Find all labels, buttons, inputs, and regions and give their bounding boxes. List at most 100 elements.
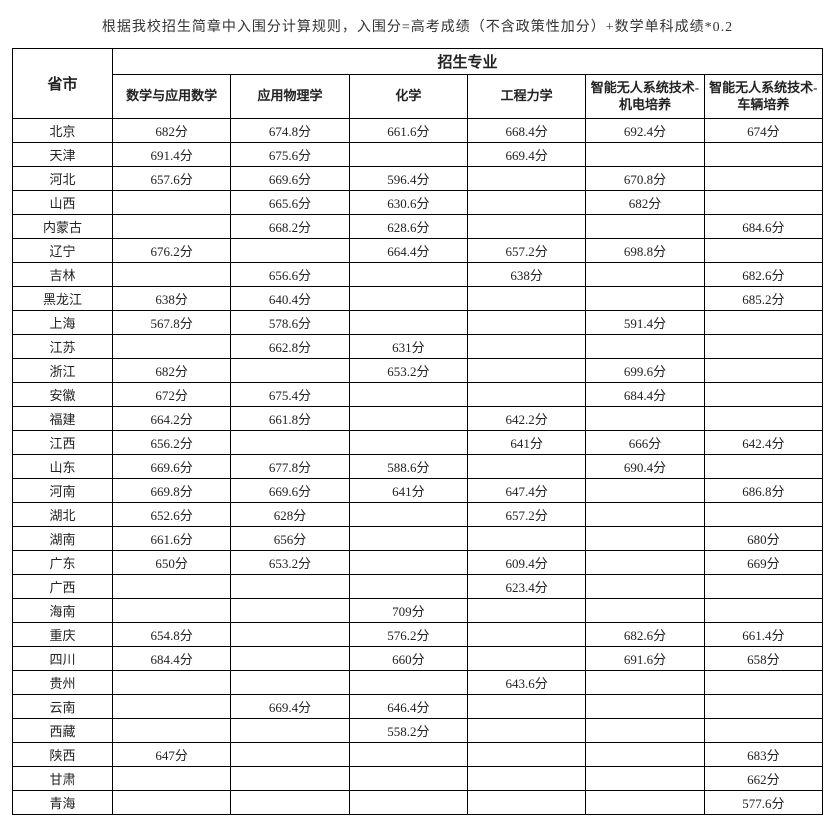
province-cell: 广东 <box>13 551 113 575</box>
score-cell <box>231 431 349 455</box>
province-cell: 北京 <box>13 119 113 143</box>
score-cell: 675.4分 <box>231 383 349 407</box>
province-cell: 安徽 <box>13 383 113 407</box>
score-cell: 646.4分 <box>349 695 467 719</box>
score-cell: 662.8分 <box>231 335 349 359</box>
table-row: 湖南661.6分656分680分 <box>13 527 823 551</box>
score-cell: 669.4分 <box>467 143 585 167</box>
score-cell <box>586 791 704 815</box>
score-cell <box>231 767 349 791</box>
score-cell: 684.4分 <box>113 647 231 671</box>
table-row: 浙江682分653.2分699.6分 <box>13 359 823 383</box>
score-cell: 654.8分 <box>113 623 231 647</box>
score-cell <box>467 167 585 191</box>
score-cell: 653.2分 <box>349 359 467 383</box>
score-cell: 676.2分 <box>113 239 231 263</box>
score-cell: 628.6分 <box>349 215 467 239</box>
score-cell: 661.6分 <box>349 119 467 143</box>
score-cell: 638分 <box>113 287 231 311</box>
table-row: 云南669.4分646.4分 <box>13 695 823 719</box>
score-cell: 682.6分 <box>586 623 704 647</box>
score-cell: 657.2分 <box>467 239 585 263</box>
table-row: 西藏558.2分 <box>13 719 823 743</box>
province-cell: 江苏 <box>13 335 113 359</box>
score-cell: 577.6分 <box>704 791 822 815</box>
table-row: 湖北652.6分628分657.2分 <box>13 503 823 527</box>
score-cell <box>231 671 349 695</box>
province-cell: 青海 <box>13 791 113 815</box>
score-cell <box>467 599 585 623</box>
score-cell: 662分 <box>704 767 822 791</box>
score-cell: 591.4分 <box>586 311 704 335</box>
score-cell: 558.2分 <box>349 719 467 743</box>
score-cell <box>349 575 467 599</box>
score-cell: 682分 <box>113 119 231 143</box>
province-cell: 江西 <box>13 431 113 455</box>
table-row: 海南709分 <box>13 599 823 623</box>
score-cell <box>467 743 585 767</box>
score-cell <box>113 263 231 287</box>
score-cell: 643.6分 <box>467 671 585 695</box>
table-row: 江西656.2分641分666分642.4分 <box>13 431 823 455</box>
score-cell <box>704 191 822 215</box>
score-cell <box>586 671 704 695</box>
score-cell <box>113 191 231 215</box>
score-cell: 641分 <box>467 431 585 455</box>
score-cell: 623.4分 <box>467 575 585 599</box>
score-cell: 668.2分 <box>231 215 349 239</box>
score-cell <box>704 383 822 407</box>
score-cell: 670.8分 <box>586 167 704 191</box>
score-cell: 691.4分 <box>113 143 231 167</box>
table-row: 安徽672分675.4分684.4分 <box>13 383 823 407</box>
score-cell <box>586 335 704 359</box>
score-cell: 686.8分 <box>704 479 822 503</box>
score-cell: 685.2分 <box>704 287 822 311</box>
score-cell: 656.2分 <box>113 431 231 455</box>
score-cell <box>467 767 585 791</box>
score-cell <box>231 359 349 383</box>
score-cell <box>467 335 585 359</box>
table-row: 内蒙古668.2分628.6分684.6分 <box>13 215 823 239</box>
score-cell <box>586 143 704 167</box>
score-cell <box>349 263 467 287</box>
score-cell: 661.6分 <box>113 527 231 551</box>
score-cell <box>349 407 467 431</box>
score-cell <box>704 671 822 695</box>
score-cell <box>349 791 467 815</box>
score-cell <box>704 599 822 623</box>
score-cell: 690.4分 <box>586 455 704 479</box>
score-cell: 657.2分 <box>467 503 585 527</box>
score-cell <box>704 719 822 743</box>
header-major-2: 化学 <box>349 75 467 119</box>
province-cell: 吉林 <box>13 263 113 287</box>
score-cell <box>113 335 231 359</box>
score-cell: 682分 <box>586 191 704 215</box>
table-row: 天津691.4分675.6分669.4分 <box>13 143 823 167</box>
score-cell <box>586 215 704 239</box>
table-row: 山西665.6分630.6分682分 <box>13 191 823 215</box>
score-cell: 576.2分 <box>349 623 467 647</box>
score-cell: 692.4分 <box>586 119 704 143</box>
header-province: 省市 <box>13 49 113 119</box>
score-cell <box>586 719 704 743</box>
score-cell <box>704 359 822 383</box>
score-cell: 664.4分 <box>349 239 467 263</box>
score-cell: 680分 <box>704 527 822 551</box>
province-cell: 福建 <box>13 407 113 431</box>
score-cell: 642.2分 <box>467 407 585 431</box>
score-cell: 669分 <box>704 551 822 575</box>
table-row: 贵州643.6分 <box>13 671 823 695</box>
table-row: 吉林656.6分638分682.6分 <box>13 263 823 287</box>
province-cell: 浙江 <box>13 359 113 383</box>
score-cell: 656.6分 <box>231 263 349 287</box>
score-cell <box>586 503 704 527</box>
score-cell <box>704 695 822 719</box>
table-row: 山东669.6分677.8分588.6分690.4分 <box>13 455 823 479</box>
score-cell: 660分 <box>349 647 467 671</box>
score-cell: 628分 <box>231 503 349 527</box>
score-cell <box>349 431 467 455</box>
table-row: 辽宁676.2分664.4分657.2分698.8分 <box>13 239 823 263</box>
score-cell: 661.4分 <box>704 623 822 647</box>
score-cell: 656分 <box>231 527 349 551</box>
score-cell: 658分 <box>704 647 822 671</box>
